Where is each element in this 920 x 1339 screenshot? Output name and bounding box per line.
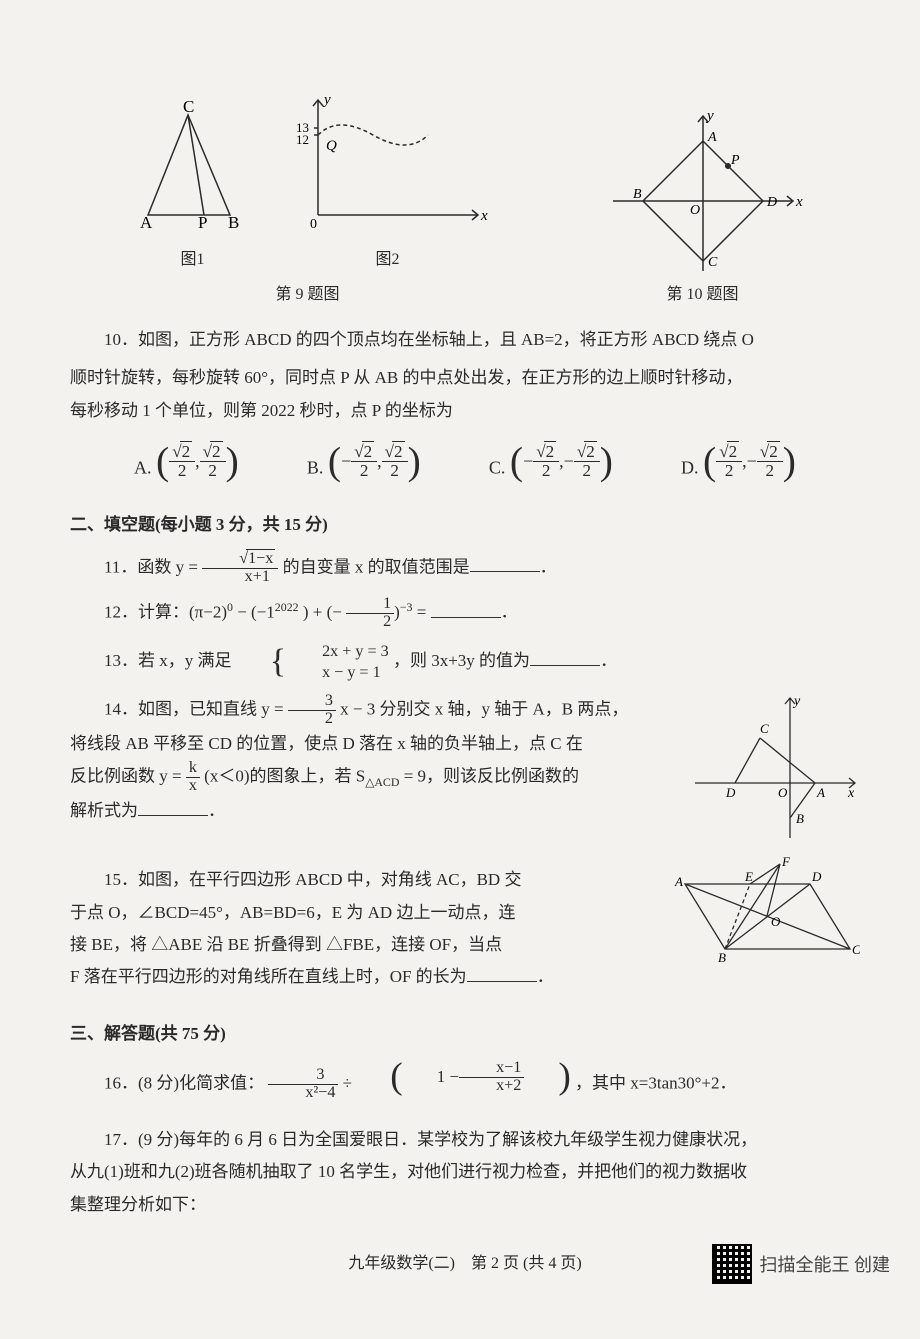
pt-P: P bbox=[198, 213, 207, 230]
q11: 11．函数 y = 1−xx+1 的自变量 x 的取值范围是． bbox=[70, 551, 860, 586]
opt-C: C. ( −22, −22 ) bbox=[489, 443, 613, 485]
section-3-header: 三、解答题(共 75 分) bbox=[70, 1018, 860, 1050]
fig9-svg2: 13 12 Q 0 x y bbox=[288, 90, 488, 230]
fig9-caption: 第 9 题图 bbox=[275, 280, 339, 310]
svg-text:O: O bbox=[771, 914, 781, 929]
opt-D: D. ( 22, −22 ) bbox=[681, 443, 796, 485]
svg-text:C: C bbox=[852, 942, 860, 957]
pt-A: A bbox=[140, 213, 153, 230]
x-label: x bbox=[480, 208, 488, 224]
svg-text:A: A bbox=[816, 785, 825, 800]
q13-blank bbox=[530, 649, 600, 666]
fig10-caption: 第 10 题图 bbox=[666, 280, 738, 310]
q15-blank bbox=[467, 965, 537, 982]
origin: 0 bbox=[310, 217, 317, 230]
y-label: y bbox=[705, 108, 714, 124]
q13: 13．若 x，y 满足 {2x + y = 3x − y = 1 ，则 3x+3… bbox=[70, 641, 860, 683]
watermark: 扫描全能王 创建 bbox=[712, 1244, 891, 1284]
q16: 16．(8 分)化简求值： 3x²−4 ÷ ( 1 − x−1x+2 ) ，其中… bbox=[70, 1060, 860, 1102]
opt-A: A. ( 22, 22 ) bbox=[134, 443, 239, 485]
opt-B: B. ( −22, 22 ) bbox=[307, 443, 421, 485]
figures-row: A B C P 图1 bbox=[70, 90, 860, 310]
svg-text:y: y bbox=[792, 694, 801, 709]
pt-O: O bbox=[690, 203, 700, 218]
q10-options: A. ( 22, 22 ) B. ( −22, 22 ) C. ( −22, −… bbox=[100, 443, 830, 485]
q12-blank bbox=[431, 601, 501, 618]
q15: 15．如图，在平行四边形 ABCD 中，对角线 AC，BD 交 于点 O，∠BC… bbox=[70, 854, 860, 993]
fig9-sub1-label: 图1 bbox=[128, 245, 258, 275]
svg-text:C: C bbox=[760, 721, 769, 736]
svg-text:x: x bbox=[847, 786, 855, 801]
fig10-svg: y x A D C B P O bbox=[603, 106, 803, 276]
pt-A: A bbox=[707, 130, 717, 145]
svg-text:B: B bbox=[718, 950, 726, 964]
tick-12: 12 bbox=[296, 132, 309, 147]
q10-line1: 10．如图，正方形 ABCD 的四个顶点均在坐标轴上，且 AB=2，将正方形 A… bbox=[70, 324, 860, 356]
pt-P: P bbox=[730, 153, 740, 168]
page: A B C P 图1 bbox=[0, 0, 920, 1339]
svg-text:D: D bbox=[811, 869, 822, 884]
svg-text:D: D bbox=[725, 785, 736, 800]
pt-B: B bbox=[633, 187, 642, 202]
svg-text:B: B bbox=[796, 811, 804, 826]
svg-text:E: E bbox=[744, 869, 753, 884]
q11-blank bbox=[470, 555, 540, 572]
figure-9: A B C P 图1 bbox=[128, 90, 488, 310]
q17-l1: 17．(9 分)每年的 6 月 6 日为全国爱眼日．某学校为了解该校九年级学生视… bbox=[70, 1124, 860, 1156]
pt-D: D bbox=[766, 195, 777, 210]
q17-l3: 集整理分析如下： bbox=[70, 1189, 860, 1221]
pt-B: B bbox=[228, 213, 239, 230]
y-label: y bbox=[322, 92, 331, 108]
q14-figure: y x A B C D O bbox=[690, 683, 860, 854]
pt-C: C bbox=[183, 100, 194, 116]
fig9-svg1: A B C P bbox=[128, 100, 258, 230]
svg-text:F: F bbox=[781, 854, 791, 869]
fig9-sub2-label: 图2 bbox=[288, 245, 488, 275]
q-label: Q bbox=[326, 138, 337, 154]
q17-l2: 从九(1)班和九(2)班各随机抽取了 10 名学生，对他们进行视力检查，并把他们… bbox=[70, 1156, 860, 1188]
q15-figure: A D C B E F O bbox=[660, 854, 860, 993]
figure-10: y x A D C B P O 第 10 题图 bbox=[603, 106, 803, 310]
svg-text:A: A bbox=[674, 874, 683, 889]
q12: 12．计算：(π−2)0 − (−12022 ) + (− 12)−3 = ． bbox=[70, 596, 860, 631]
q10-line3: 每秒移动 1 个单位，则第 2022 秒时，点 P 的坐标为 bbox=[70, 395, 860, 427]
svg-text:O: O bbox=[778, 785, 788, 800]
figure-9-sub1: A B C P 图1 bbox=[128, 100, 258, 276]
qr-code-icon bbox=[712, 1244, 752, 1284]
pt-C: C bbox=[708, 255, 718, 270]
section-2-header: 二、填空题(每小题 3 分，共 15 分) bbox=[70, 509, 860, 541]
figure-9-sub2: 13 12 Q 0 x y 图2 bbox=[288, 90, 488, 276]
watermark-text: 扫描全能王 创建 bbox=[760, 1251, 891, 1277]
q10-line2: 顺时针旋转，每秒旋转 60°，同时点 P 从 AB 的中点处出发，在正方形的边上… bbox=[70, 362, 860, 394]
q14-blank bbox=[138, 799, 208, 816]
x-label: x bbox=[795, 194, 803, 210]
q14: 14．如图，已知直线 y = 32 x − 3 分别交 x 轴，y 轴于 A，B… bbox=[70, 683, 860, 854]
